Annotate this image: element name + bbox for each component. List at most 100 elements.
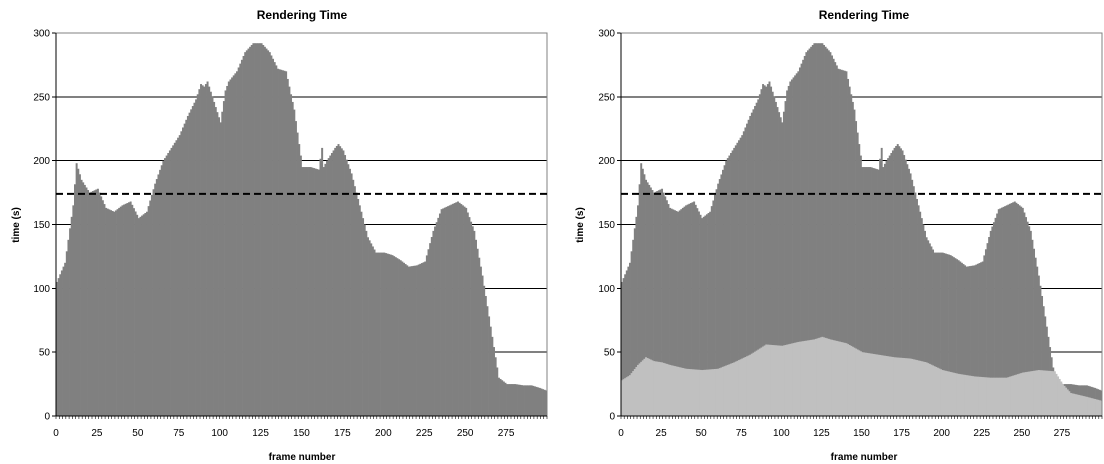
bar bbox=[903, 358, 906, 416]
bar bbox=[835, 340, 838, 416]
bar bbox=[840, 342, 843, 416]
bar bbox=[731, 363, 734, 416]
bar bbox=[938, 368, 941, 416]
bar bbox=[723, 366, 726, 416]
bar bbox=[980, 376, 983, 416]
bar bbox=[1018, 373, 1021, 416]
bar bbox=[722, 169, 724, 416]
bar bbox=[792, 343, 795, 416]
bar bbox=[973, 376, 976, 416]
bar bbox=[960, 262, 963, 416]
bar bbox=[435, 222, 438, 416]
bar bbox=[702, 369, 705, 416]
bar bbox=[901, 150, 904, 416]
bar bbox=[453, 203, 456, 416]
series-0 bbox=[621, 43, 1103, 417]
bar bbox=[321, 147, 324, 416]
bar bbox=[85, 187, 88, 416]
bar bbox=[234, 73, 237, 416]
bar bbox=[686, 368, 689, 416]
bar bbox=[1098, 400, 1101, 416]
bar bbox=[303, 167, 306, 416]
bar bbox=[866, 352, 869, 416]
bar bbox=[867, 353, 870, 416]
bar bbox=[195, 99, 198, 416]
bar bbox=[443, 207, 446, 416]
bar bbox=[837, 68, 840, 416]
bar bbox=[286, 78, 289, 417]
bar bbox=[388, 254, 391, 416]
bar bbox=[335, 145, 338, 417]
bar bbox=[301, 167, 304, 416]
bar bbox=[757, 349, 760, 416]
bar bbox=[917, 205, 920, 416]
bar bbox=[637, 205, 639, 416]
bar bbox=[116, 209, 119, 416]
bar bbox=[781, 345, 784, 416]
bar bbox=[689, 369, 692, 416]
bar bbox=[124, 203, 127, 416]
bar bbox=[1026, 371, 1029, 416]
bar bbox=[164, 158, 167, 417]
bar bbox=[839, 341, 841, 416]
bar bbox=[702, 216, 705, 416]
bar bbox=[473, 230, 476, 416]
bar bbox=[342, 150, 345, 416]
bar bbox=[324, 163, 327, 416]
bar bbox=[766, 344, 769, 416]
bar bbox=[770, 344, 773, 416]
bar bbox=[190, 109, 193, 416]
bar bbox=[908, 358, 910, 416]
bar bbox=[1069, 393, 1072, 416]
bar bbox=[883, 163, 886, 416]
x-tick-label: 100 bbox=[773, 428, 790, 439]
bar bbox=[856, 132, 859, 416]
bar bbox=[1021, 372, 1024, 416]
bar bbox=[1013, 201, 1016, 416]
y-tick-label: 300 bbox=[33, 29, 50, 40]
y-tick-label: 200 bbox=[598, 156, 615, 167]
bar bbox=[717, 368, 720, 416]
bar bbox=[919, 360, 922, 416]
bar bbox=[1068, 391, 1071, 416]
bar bbox=[398, 259, 401, 416]
bar bbox=[119, 206, 122, 416]
bar bbox=[986, 243, 989, 416]
bar bbox=[678, 367, 681, 416]
bar bbox=[887, 158, 890, 417]
bar bbox=[1012, 202, 1015, 416]
bar bbox=[973, 265, 976, 416]
bar bbox=[172, 145, 175, 416]
series-1 bbox=[621, 336, 1103, 417]
bar bbox=[917, 360, 920, 416]
bar bbox=[696, 208, 699, 416]
bar bbox=[168, 150, 171, 416]
bar bbox=[114, 210, 117, 416]
bar bbox=[810, 46, 813, 416]
bar bbox=[1055, 373, 1058, 416]
bar bbox=[87, 190, 90, 416]
bar bbox=[697, 211, 700, 416]
bar bbox=[438, 213, 441, 416]
bar bbox=[209, 91, 212, 416]
bar bbox=[1041, 370, 1044, 416]
x-tick-label: 0 bbox=[53, 428, 59, 439]
bar bbox=[106, 208, 109, 416]
bar bbox=[394, 257, 397, 416]
bar bbox=[466, 212, 469, 416]
bar bbox=[139, 216, 142, 416]
bar bbox=[1020, 206, 1023, 416]
x-tick-label: 25 bbox=[91, 428, 103, 439]
bar bbox=[909, 358, 912, 416]
bar bbox=[422, 262, 425, 416]
bar bbox=[399, 260, 402, 416]
bar bbox=[831, 339, 833, 416]
bar bbox=[1028, 226, 1031, 416]
bar bbox=[123, 204, 126, 416]
bar bbox=[707, 213, 710, 416]
bar bbox=[691, 202, 694, 416]
bar bbox=[298, 144, 301, 416]
bar bbox=[924, 230, 926, 416]
bar bbox=[232, 75, 235, 416]
bar bbox=[393, 256, 396, 416]
